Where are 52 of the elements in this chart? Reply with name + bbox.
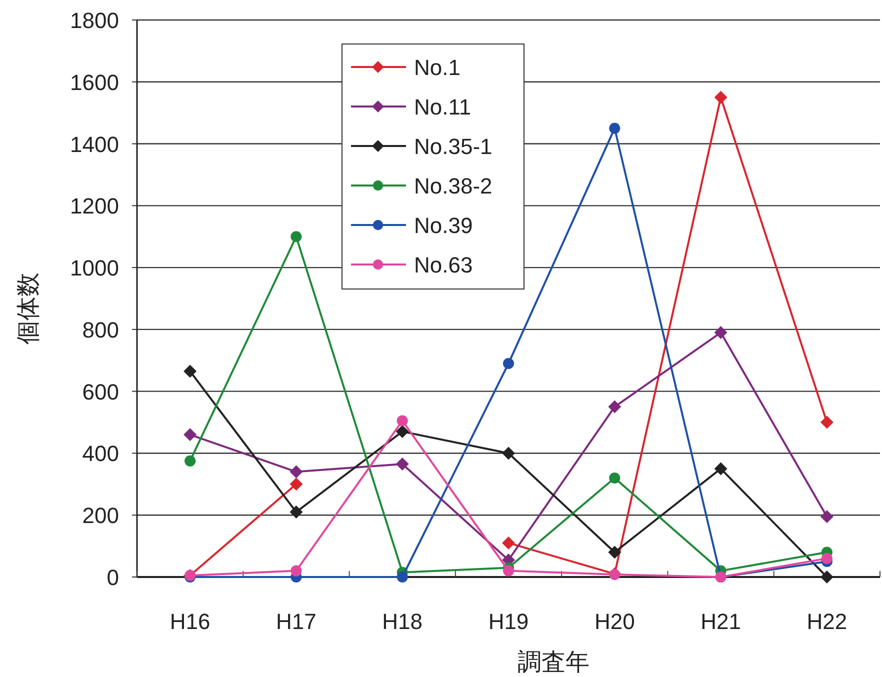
y-tick-label: 1800 <box>70 8 119 33</box>
point <box>396 571 408 583</box>
point <box>502 536 515 550</box>
point <box>290 565 302 576</box>
legend-label: No.1 <box>414 55 460 80</box>
point <box>184 428 197 442</box>
point <box>184 455 196 466</box>
point <box>290 478 303 491</box>
x-tick-label: H18 <box>382 609 423 634</box>
legend-label: No.35-1 <box>414 134 492 159</box>
point <box>820 416 834 429</box>
x-tick-label: H21 <box>700 609 741 634</box>
y-tick-label: 1200 <box>70 194 119 219</box>
point <box>714 326 728 340</box>
x-tick-label: H16 <box>170 609 210 634</box>
point <box>609 122 620 134</box>
point <box>714 462 728 476</box>
point <box>820 570 834 584</box>
point <box>820 510 834 524</box>
point <box>609 472 620 484</box>
point <box>821 552 832 564</box>
y-tick-label: 1600 <box>70 70 119 95</box>
y-tick-label: 800 <box>82 317 119 342</box>
x-axis-title: 調査年 <box>518 649 590 676</box>
point <box>290 506 303 519</box>
point <box>714 90 728 104</box>
point <box>502 358 514 370</box>
point <box>396 415 408 426</box>
y-tick-label: 600 <box>82 379 119 404</box>
x-tick-label: H22 <box>806 609 848 634</box>
x-tick-label: H20 <box>594 609 635 634</box>
point <box>608 400 622 414</box>
point <box>396 458 409 471</box>
x-tick-label: H17 <box>276 609 316 634</box>
legend-label: No.63 <box>414 252 473 278</box>
y-tick-label: 0 <box>106 565 119 590</box>
x-tick-label: H19 <box>488 609 529 634</box>
legend-label: No.38-2 <box>414 174 492 198</box>
point <box>290 231 302 242</box>
point <box>502 446 515 460</box>
y-tick-label: 1400 <box>70 132 119 157</box>
y-axis-title: 個体数 <box>15 272 42 344</box>
point <box>396 425 409 438</box>
y-tick-label: 200 <box>82 503 119 528</box>
legend-label: No.11 <box>414 94 472 120</box>
y-tick-label: 400 <box>82 441 119 466</box>
point <box>502 565 514 576</box>
legend-label: No.39 <box>414 213 473 238</box>
point <box>184 364 197 378</box>
point <box>290 465 303 478</box>
point <box>608 546 622 559</box>
y-tick-label: 1000 <box>70 256 119 281</box>
